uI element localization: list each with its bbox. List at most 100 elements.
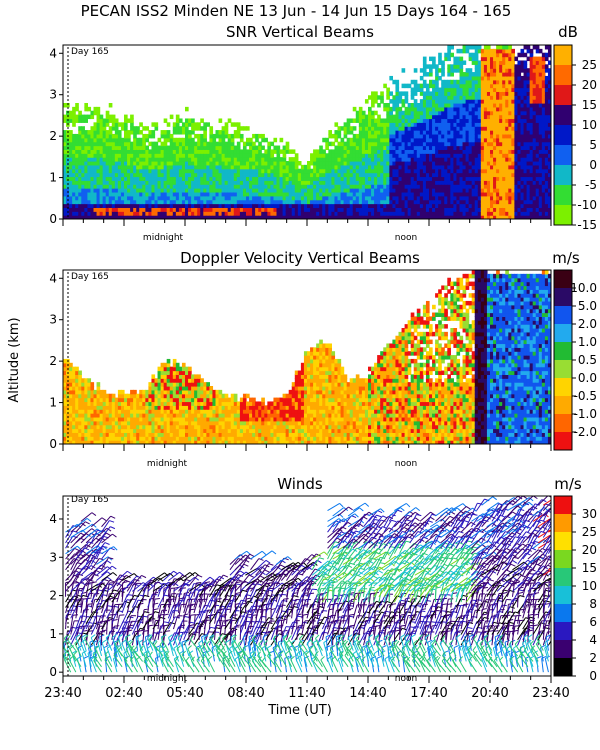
snr-cell — [303, 195, 308, 201]
snr-cell — [483, 114, 488, 120]
snr-cell — [361, 114, 366, 120]
snr-cell — [242, 161, 247, 166]
snr-cell — [371, 203, 375, 208]
snr-cell — [325, 157, 329, 162]
snr-cell — [127, 199, 131, 205]
snr-cell — [63, 191, 67, 197]
snr-cell — [438, 176, 442, 181]
snr-cell — [523, 176, 528, 181]
snr-cell — [124, 118, 128, 123]
snr-cell — [441, 184, 445, 189]
snr-cell — [490, 145, 494, 150]
snr-cell — [355, 110, 360, 116]
snr-cell — [425, 164, 430, 170]
snr-cell — [169, 114, 174, 120]
snr-cell — [331, 191, 336, 197]
snr-cell — [477, 215, 482, 219]
snr-cell — [535, 130, 540, 135]
snr-cell — [486, 141, 491, 147]
snr-cell — [453, 161, 458, 166]
snr-cell — [371, 145, 375, 150]
snr-cell — [246, 172, 250, 178]
snr-cell — [319, 188, 323, 193]
snr-cell — [517, 195, 522, 201]
snr-cell — [416, 126, 421, 131]
snr-cell — [249, 137, 253, 143]
snr-cell — [395, 103, 400, 108]
snr-cell — [368, 122, 372, 127]
snr-cell — [438, 141, 442, 147]
snr-cell — [413, 133, 418, 139]
snr-cell — [355, 168, 360, 174]
snr-cell — [514, 176, 519, 181]
snr-cell — [435, 191, 439, 197]
snr-cell — [502, 157, 506, 162]
snr-cell — [331, 215, 336, 219]
snr-cell — [346, 195, 351, 201]
snr-cell — [191, 168, 195, 174]
snr-cell — [438, 106, 442, 112]
snr-cell — [364, 122, 369, 127]
snr-cell — [520, 172, 525, 178]
velocity-cell — [78, 405, 82, 410]
snr-cell — [477, 168, 482, 174]
snr-cell — [508, 75, 512, 81]
snr-cell — [480, 199, 485, 205]
snr-cell — [468, 56, 473, 62]
velocity-cell — [87, 432, 92, 437]
snr-cell — [69, 207, 73, 212]
snr-cell — [505, 72, 509, 77]
snr-cell — [419, 191, 424, 197]
snr-cell — [215, 153, 220, 158]
snr-cell — [224, 168, 229, 174]
snr-cell — [111, 126, 116, 131]
snr-cell — [303, 211, 308, 216]
velocity-cell — [87, 397, 92, 403]
snr-cell — [535, 168, 540, 174]
snr-cell — [139, 188, 143, 193]
snr-cell — [105, 188, 110, 193]
snr-cell — [261, 184, 265, 189]
snr-cell — [511, 60, 515, 65]
snr-cell — [197, 188, 201, 193]
snr-cell — [273, 184, 278, 189]
snr-cell — [145, 180, 149, 185]
snr-cell — [465, 199, 470, 205]
snr-cell — [239, 203, 244, 208]
snr-cell — [496, 83, 500, 89]
snr-cell — [535, 87, 540, 92]
snr-cell — [84, 114, 88, 120]
snr-cell — [325, 172, 329, 178]
snr-cell — [331, 157, 336, 162]
snr-cell — [276, 215, 281, 219]
snr-cell — [386, 149, 390, 154]
snr-cell — [206, 153, 210, 158]
snr-cell — [194, 161, 198, 166]
snr-cell — [175, 157, 180, 162]
snr-cell — [483, 83, 488, 89]
snr-cell — [236, 157, 241, 162]
snr-cell — [361, 211, 366, 216]
snr-cell — [480, 75, 485, 81]
velocity-cell — [75, 374, 79, 379]
snr-cell — [185, 168, 189, 174]
snr-cell — [538, 207, 543, 212]
snr-cell — [547, 141, 551, 147]
snr-cell — [99, 211, 104, 216]
snr-cell — [185, 126, 189, 131]
snr-cell — [331, 203, 336, 208]
snr-cell — [462, 60, 467, 65]
snr-cell — [544, 153, 549, 158]
snr-cell — [96, 188, 101, 193]
snr-cell — [541, 168, 546, 174]
snr-cell — [380, 203, 384, 208]
snr-cell — [490, 141, 494, 147]
snr-cell — [480, 72, 485, 77]
snr-cell — [343, 199, 348, 205]
snr-cell — [78, 130, 82, 135]
snr-cell — [346, 172, 351, 178]
snr-cell — [496, 195, 500, 201]
snr-cell — [252, 180, 256, 185]
snr-cell — [239, 188, 244, 193]
snr-cell — [486, 48, 491, 54]
